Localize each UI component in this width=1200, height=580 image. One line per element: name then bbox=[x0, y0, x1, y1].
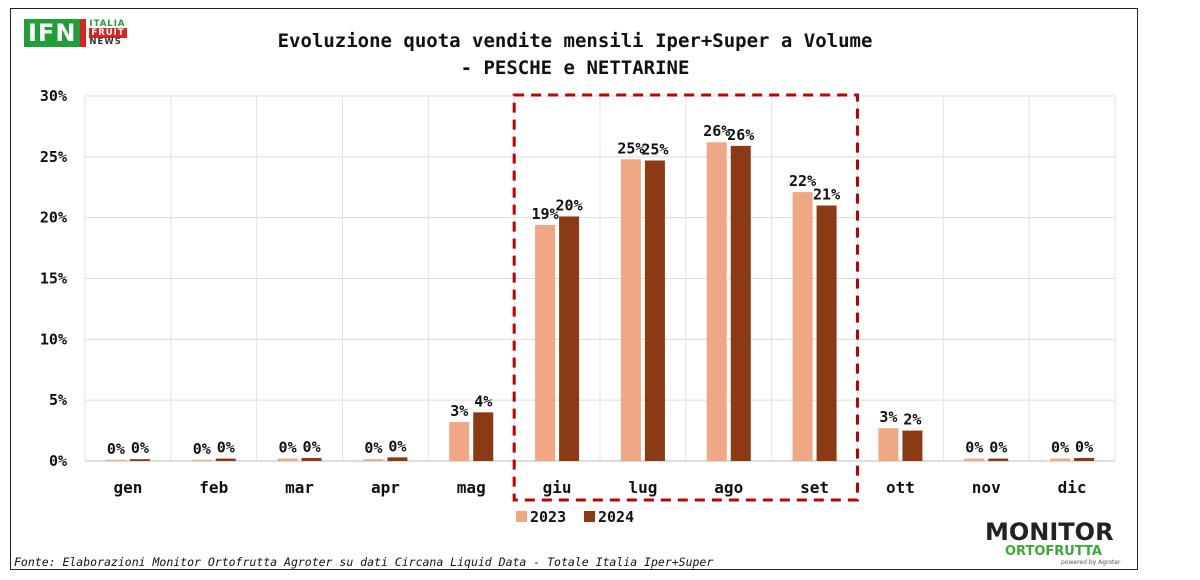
bar-2023-apr bbox=[363, 459, 384, 461]
x-tick-label: set bbox=[800, 478, 829, 497]
bar-2024-mag bbox=[473, 412, 494, 461]
monitor-logo-line2: ORTOFRUTTA bbox=[1005, 544, 1102, 559]
legend-label: 2023 bbox=[530, 508, 566, 526]
bar-label: 0% bbox=[364, 439, 382, 457]
ifn-logo: IFN ITALIA FRUIT NEWS bbox=[24, 18, 127, 48]
legend-swatch-2023 bbox=[516, 511, 527, 522]
y-tick-label: 0% bbox=[49, 452, 67, 470]
legend-swatch-2024 bbox=[584, 511, 595, 522]
bar-2023-lug bbox=[620, 159, 641, 461]
bar-label: 3% bbox=[450, 402, 468, 420]
x-tick-label: apr bbox=[371, 478, 400, 497]
bar-2024-dic bbox=[1074, 457, 1095, 461]
bar-2023-giu bbox=[535, 224, 556, 461]
x-tick-label: nov bbox=[972, 478, 1001, 497]
source-note: Fonte: Elaborazioni Monitor Ortofrutta A… bbox=[14, 555, 714, 569]
x-tick-label: feb bbox=[199, 478, 228, 497]
bar-2023-ago bbox=[706, 142, 727, 461]
x-tick-label: gen bbox=[113, 478, 142, 497]
bar-label: 0% bbox=[107, 440, 125, 458]
bar-label: 26% bbox=[727, 126, 754, 144]
bar-2024-lug bbox=[644, 160, 665, 461]
bar-2024-ott bbox=[902, 430, 923, 461]
bar-2024-mar bbox=[301, 457, 322, 461]
x-tick-label: lug bbox=[628, 478, 657, 497]
y-axis: 0% 5% 10% 15% 20% 25% 30% bbox=[40, 87, 67, 470]
bar-2024-gen bbox=[129, 459, 150, 461]
bar-label: 25% bbox=[617, 139, 644, 157]
bar-2023-nov bbox=[964, 458, 985, 461]
bar-2023-mag bbox=[449, 422, 470, 461]
bar-2024-set bbox=[816, 205, 837, 461]
bar-label: 19% bbox=[532, 205, 559, 223]
bar-label: 26% bbox=[703, 122, 730, 140]
ifn-logo-line3: NEWS bbox=[89, 36, 122, 47]
legend: 2023 2024 bbox=[516, 508, 634, 526]
bar-2024-apr bbox=[387, 457, 408, 461]
chart-frame bbox=[10, 8, 1138, 570]
bar-label: 0% bbox=[1075, 438, 1093, 456]
bar-labels: 0% 0% 0% 0% 0% 0% 0% 0% 3% 4% 19%20% 25%25% 26%26% 22… bbox=[107, 122, 1093, 458]
legend-label: 2024 bbox=[598, 508, 634, 526]
bar-2024-ago bbox=[730, 145, 751, 461]
y-tick-label: 10% bbox=[40, 330, 67, 348]
bar-label: 0% bbox=[131, 439, 149, 457]
bar-label: 0% bbox=[217, 439, 235, 457]
bar-2023-set bbox=[792, 192, 813, 461]
x-tick-label: mar bbox=[285, 478, 314, 497]
ifn-logo-mark: IFN bbox=[24, 19, 87, 47]
y-tick-label: 30% bbox=[40, 87, 67, 105]
bar-label: 0% bbox=[279, 439, 297, 457]
bar-label: 0% bbox=[193, 440, 211, 458]
x-tick-label: ago bbox=[714, 478, 743, 497]
y-tick-label: 25% bbox=[40, 148, 67, 166]
monitor-logo-line1: MONITOR bbox=[985, 518, 1114, 546]
x-tick-label: dic bbox=[1058, 478, 1087, 497]
bar-label: 0% bbox=[303, 438, 321, 456]
bar-label: 0% bbox=[1051, 439, 1069, 457]
chart-title: Evoluzione quota vendite mensili Iper+Su… bbox=[278, 30, 873, 52]
x-tick-label: ott bbox=[886, 478, 915, 497]
bar-2024-nov bbox=[988, 458, 1009, 461]
bar-2024-feb bbox=[215, 458, 236, 461]
bar-2024-giu bbox=[559, 216, 580, 461]
x-axis: gen feb mar apr mag giu lug ago set ott nov dic bbox=[113, 478, 1086, 497]
ifn-logo-words: ITALIA FRUIT NEWS bbox=[89, 18, 127, 47]
bar-2023-feb bbox=[191, 459, 212, 461]
bar-label: 20% bbox=[556, 196, 583, 214]
bar-label: 21% bbox=[813, 186, 840, 204]
ifn-logo-line1: ITALIA bbox=[89, 18, 126, 29]
y-tick-label: 20% bbox=[40, 209, 67, 227]
highlight-box bbox=[512, 93, 860, 502]
bar-2023-dic bbox=[1050, 458, 1071, 461]
monitor-ortofrutta-logo: MONITOR ORTOFRUTTA powered by Agroter bbox=[985, 519, 1135, 567]
bars bbox=[105, 142, 1095, 461]
bar-label: 0% bbox=[965, 439, 983, 457]
x-tick-label: mag bbox=[457, 478, 486, 497]
y-tick-label: 5% bbox=[49, 391, 67, 409]
gridlines bbox=[84, 95, 1116, 462]
bar-label: 0% bbox=[388, 437, 406, 455]
bar-label: 4% bbox=[474, 392, 492, 410]
monitor-logo-line3: powered by Agroter bbox=[1061, 559, 1121, 566]
bar-label: 2% bbox=[903, 411, 921, 429]
ifn-logo-line2: FRUIT bbox=[89, 27, 127, 38]
bar-label: 22% bbox=[789, 172, 816, 190]
bar-2023-gen bbox=[105, 459, 126, 461]
bar-label: 0% bbox=[989, 439, 1007, 457]
bar-label: 25% bbox=[641, 140, 668, 158]
y-tick-label: 15% bbox=[40, 270, 67, 288]
bar-2023-mar bbox=[277, 458, 298, 461]
bar-label: 3% bbox=[879, 408, 897, 426]
bar-2023-ott bbox=[878, 428, 899, 461]
x-tick-label: giu bbox=[543, 478, 572, 497]
chart-subtitle: - PESCHE e NETTARINE bbox=[461, 57, 690, 79]
